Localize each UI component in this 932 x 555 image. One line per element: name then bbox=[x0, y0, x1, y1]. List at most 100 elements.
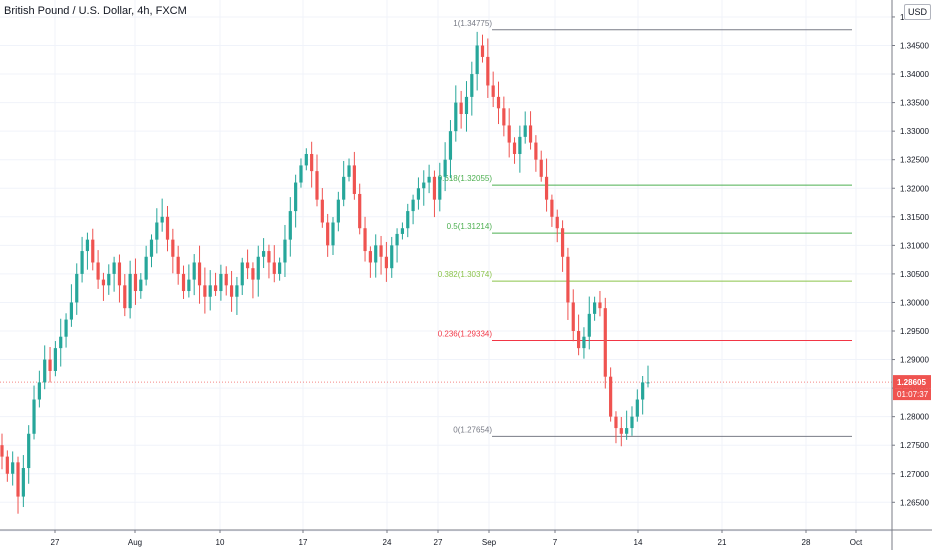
candle-body bbox=[384, 256, 388, 269]
candle-body bbox=[523, 125, 527, 137]
price-tick-label: 1.27000 bbox=[900, 470, 929, 479]
candle-body bbox=[123, 285, 127, 309]
candle-body bbox=[149, 239, 154, 257]
candle-body bbox=[64, 319, 68, 337]
time-tick-label: 17 bbox=[299, 538, 308, 547]
candle-body bbox=[555, 216, 559, 229]
price-tag: 1.28605 01:07:37 bbox=[893, 375, 931, 401]
candle-body bbox=[128, 273, 132, 309]
price-tag-label: 1.28605 bbox=[897, 378, 926, 387]
candle-body bbox=[59, 336, 63, 349]
candle-body bbox=[315, 171, 319, 200]
candle-body bbox=[368, 251, 372, 263]
candle-body bbox=[107, 273, 111, 286]
candle-body bbox=[203, 285, 207, 297]
candle-body bbox=[352, 165, 356, 194]
candle-body bbox=[507, 125, 511, 143]
price-tick-label: 1.29000 bbox=[900, 356, 929, 365]
price-tick-label: 1.26500 bbox=[900, 498, 929, 507]
candle-body bbox=[181, 273, 186, 292]
candle-body bbox=[37, 382, 41, 400]
candle-body bbox=[566, 256, 570, 303]
candle-body bbox=[288, 211, 292, 240]
fib-level-label: 1(1.34775) bbox=[453, 19, 492, 28]
candle-body bbox=[112, 262, 116, 274]
candle-body bbox=[438, 176, 442, 200]
price-tick-label: 1.32500 bbox=[900, 156, 929, 165]
price-tick-label: 1.33000 bbox=[900, 127, 929, 136]
candle-body bbox=[406, 211, 410, 229]
candle-body bbox=[390, 245, 394, 269]
price-tick-label: 1.34500 bbox=[900, 42, 929, 51]
candle-body bbox=[422, 182, 426, 189]
candle-body bbox=[347, 165, 351, 177]
candle-body bbox=[593, 302, 597, 314]
candle-body bbox=[518, 136, 522, 154]
candle-body bbox=[342, 176, 346, 200]
time-tick-label: 28 bbox=[802, 538, 811, 547]
candle-body bbox=[320, 199, 324, 223]
candle-body bbox=[32, 399, 36, 434]
price-tag-box bbox=[893, 375, 931, 389]
currency-button[interactable]: USD bbox=[904, 4, 932, 20]
price-tick-label: 1.30500 bbox=[900, 270, 929, 279]
candle-body bbox=[299, 165, 303, 183]
candle-body bbox=[432, 176, 437, 200]
candle-body bbox=[475, 45, 479, 75]
candle-body bbox=[528, 125, 533, 143]
candle-body bbox=[358, 193, 362, 229]
candle-body bbox=[486, 56, 490, 86]
candle-body bbox=[197, 262, 202, 286]
price-tick-label: 1.27500 bbox=[900, 441, 929, 450]
candle-body bbox=[187, 279, 191, 292]
candle-body bbox=[139, 279, 143, 292]
candle-body bbox=[171, 239, 175, 257]
candle-body bbox=[75, 273, 79, 303]
candle-body bbox=[160, 216, 164, 223]
candle-body bbox=[427, 176, 431, 183]
fib-level-label: 0.236(1.29334) bbox=[438, 329, 493, 338]
candle-body bbox=[416, 188, 421, 200]
candle-body bbox=[550, 199, 554, 217]
candle-body bbox=[560, 228, 565, 257]
candle-body bbox=[235, 285, 239, 297]
candle-body bbox=[576, 331, 581, 349]
candle-body bbox=[251, 268, 255, 280]
candle-body bbox=[240, 262, 244, 286]
candle-body bbox=[379, 245, 383, 257]
candle-body bbox=[155, 222, 159, 240]
candle-body bbox=[43, 359, 47, 383]
candle-body bbox=[85, 239, 90, 252]
candle-body bbox=[454, 102, 458, 132]
time-tick-label: Sep bbox=[482, 538, 497, 547]
candle-body bbox=[192, 262, 196, 280]
candle-body bbox=[571, 302, 575, 331]
candle-body bbox=[69, 302, 74, 320]
candle-body bbox=[16, 462, 20, 497]
candle-body bbox=[502, 108, 506, 126]
candle-body bbox=[294, 182, 298, 212]
candle-body bbox=[80, 251, 84, 274]
candle-body bbox=[0, 445, 4, 457]
candle-body bbox=[459, 102, 463, 115]
candle-body bbox=[144, 256, 148, 280]
time-tick-label: Oct bbox=[850, 538, 863, 547]
candle-body bbox=[609, 376, 613, 417]
candle-body bbox=[219, 273, 223, 292]
candle-body bbox=[400, 228, 405, 234]
time-tick-label: 14 bbox=[634, 538, 643, 547]
candle-body bbox=[374, 245, 378, 263]
candle-body bbox=[582, 336, 586, 349]
candle-body bbox=[411, 199, 415, 212]
candle-body bbox=[448, 131, 453, 160]
candle-body bbox=[512, 142, 517, 154]
candle-body bbox=[229, 285, 234, 297]
candle-body bbox=[635, 399, 639, 417]
fibonacci-retracement[interactable]: 1(1.34775) 0.618(1.32055) 0.5(1.31214) 0.38… bbox=[438, 19, 852, 437]
price-tick-label: 1.33500 bbox=[900, 99, 929, 108]
candle-body bbox=[304, 153, 308, 166]
price-tick-label: 1.28000 bbox=[900, 413, 929, 422]
candle-body bbox=[326, 222, 330, 246]
